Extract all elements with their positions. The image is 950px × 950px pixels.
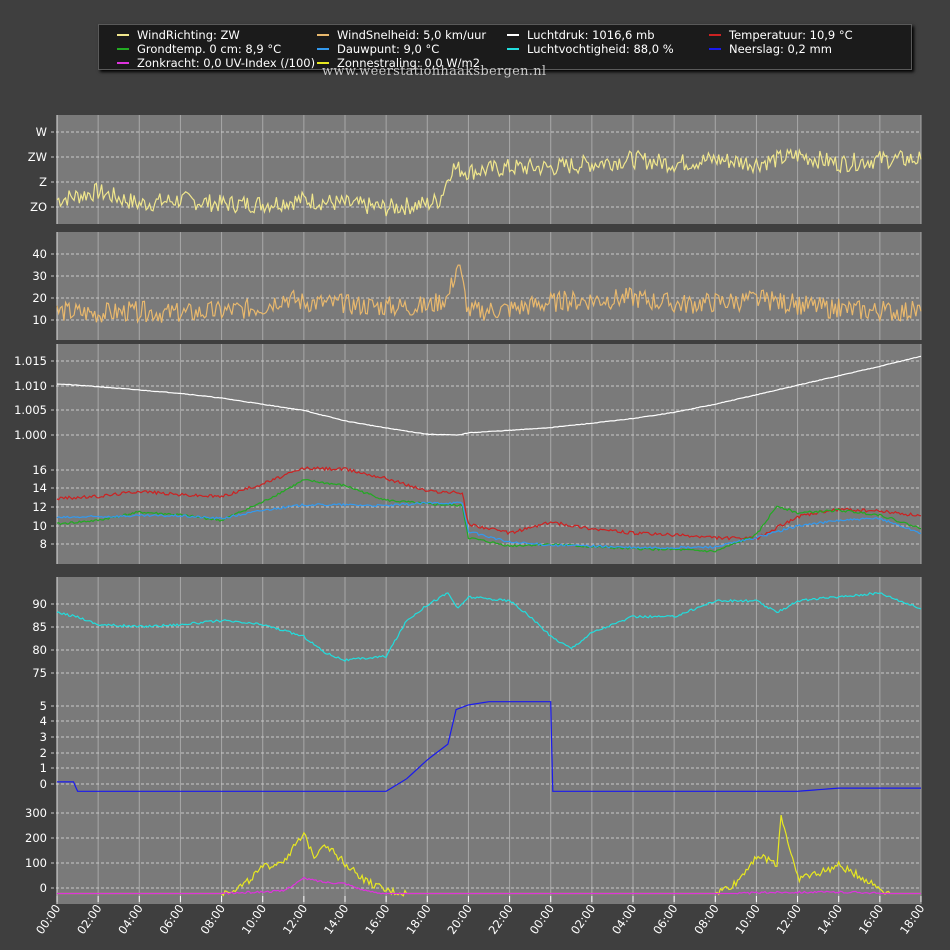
x-tick-label: 08:00: [198, 902, 228, 937]
series-line-zonkracht: [57, 876, 921, 895]
chart-panels: ZOZZWW102030401.0001.0051.0101.015810121…: [14, 115, 922, 904]
y-tick-label: ZO: [30, 200, 47, 214]
x-tick-label: 16:00: [362, 902, 392, 937]
legend-label: Dauwpunt: 9,0 °C: [337, 42, 440, 56]
series-line-neerslag: [57, 701, 921, 792]
legend: WindRichting: ZW WindSnelheid: 5,0 km/uur…: [98, 24, 912, 70]
x-tick-label: 16:00: [856, 902, 886, 937]
series-line-windrichting: [56, 147, 922, 217]
x-tick-label: 18:00: [403, 902, 433, 937]
y-tick-label: ZW: [28, 150, 47, 164]
y-tick-label: 30: [32, 269, 47, 283]
x-tick-label: 12:00: [774, 902, 804, 937]
y-tick-label: 75: [32, 666, 47, 680]
legend-swatch: [317, 62, 329, 64]
y-tick-label: 20: [32, 291, 47, 305]
plot-area: [57, 689, 921, 804]
legend-label: Luchtdruk: 1016,6 mb: [527, 28, 655, 42]
y-tick-label: W: [36, 125, 47, 139]
y-tick-label: 40: [32, 247, 47, 261]
x-tick-label: 12:00: [280, 902, 310, 937]
series-line-dauwpunt: [56, 501, 922, 550]
legend-swatch: [317, 34, 329, 36]
x-tick-label: 04:00: [609, 902, 639, 937]
legend-swatch: [317, 48, 329, 50]
panel-3: 1.000 1.005 1.010 1.015: [14, 344, 922, 455]
legend-swatch: [709, 48, 721, 50]
legend-label: WindRichting: ZW: [137, 28, 240, 42]
series-line-luchtvochtigheid: [56, 592, 922, 663]
legend-swatch: [507, 34, 519, 36]
y-tick-label: 1.010: [14, 379, 47, 393]
y-tick-label: 1.015: [14, 354, 47, 368]
x-tick-label: 14:00: [815, 902, 845, 937]
series-line-windsnelheid: [56, 264, 922, 324]
y-tick-label: 80: [32, 643, 47, 657]
x-tick-label: 00:00: [33, 902, 63, 937]
legend-label: Grondtemp. 0 cm: 8,9 °C: [137, 42, 282, 56]
y-tick-label: 200: [25, 831, 47, 845]
series-line-luchtdruk: [57, 355, 922, 436]
x-tick-label: 10:00: [732, 902, 762, 937]
y-tick-label: 1.005: [14, 403, 47, 417]
legend-swatch: [709, 34, 721, 36]
y-tick-label: 1: [40, 761, 47, 775]
x-tick-label: 00:00: [527, 902, 557, 937]
x-tick-label: 20:00: [444, 902, 474, 937]
y-tick-label: 3: [40, 730, 47, 744]
y-tick-label: 300: [25, 806, 47, 820]
y-tick-label: 100: [25, 856, 47, 870]
x-tick-label: 02:00: [74, 902, 104, 937]
y-tick-label: 8: [40, 537, 47, 551]
legend-label: Neerslag: 0,2 mm: [729, 42, 832, 56]
x-tick-label: 06:00: [650, 902, 680, 937]
x-tick-label: 08:00: [691, 902, 721, 937]
y-tick-label: 0: [40, 777, 47, 791]
plot-area: [57, 344, 921, 455]
panel-2: 10 20 30 40: [32, 232, 922, 340]
x-tick-label: 06:00: [156, 902, 186, 937]
legend-label: Luchtvochtigheid: 88,0 %: [527, 42, 674, 56]
x-tick-label: 22:00: [486, 902, 516, 937]
x-tick-label: 18:00: [897, 902, 927, 937]
legend-swatch: [117, 48, 129, 50]
panel-5: 75 80 85 90: [32, 577, 922, 692]
panel-6: 0 12 3 45: [40, 689, 922, 804]
y-tick-label: 0: [40, 881, 47, 895]
x-tick-label: 04:00: [115, 902, 145, 937]
legend-label: WindSnelheid: 5,0 km/uur: [337, 28, 487, 42]
legend-swatch: [117, 34, 129, 36]
legend-swatch: [117, 62, 129, 64]
y-tick-label: 90: [32, 597, 47, 611]
legend-label: Zonnestraling: 0,0 W/m2: [337, 56, 481, 70]
legend-swatch: [507, 48, 519, 50]
panel-1: ZO Z ZW W: [28, 115, 922, 224]
watermark: www.weerstationhaaksbergen.nl: [322, 64, 547, 79]
plot-area: [57, 797, 921, 904]
y-tick-label: Z: [39, 175, 47, 189]
plot-area: [57, 232, 921, 340]
legend-label: Temperatuur: 10,9 °C: [729, 28, 853, 42]
plot-area: [57, 115, 921, 224]
y-tick-label: 10: [32, 313, 47, 327]
y-tick-label: 5: [40, 699, 47, 713]
y-tick-label: 85: [32, 620, 47, 634]
y-tick-label: 10: [32, 519, 47, 533]
y-tick-label: 2: [40, 746, 47, 760]
plot-area: [57, 577, 921, 692]
y-tick-label: 4: [40, 714, 47, 728]
x-tick-label: 10:00: [239, 902, 269, 937]
plot-area: [57, 452, 921, 564]
panel-4: 8 10 12 14 16: [32, 452, 922, 564]
y-tick-label: 12: [32, 500, 47, 514]
y-tick-label: 14: [32, 481, 47, 495]
y-tick-label: 16: [32, 463, 47, 477]
y-tick-label: 1.000: [14, 428, 47, 442]
series-line-temperatuur: [56, 466, 922, 541]
legend-label: Zonkracht: 0,0 UV-Index (/100): [137, 56, 316, 70]
x-tick-label: 14:00: [321, 902, 351, 937]
panel-7: 0 100 200 300: [25, 797, 922, 904]
x-tick-label: 02:00: [568, 902, 598, 937]
